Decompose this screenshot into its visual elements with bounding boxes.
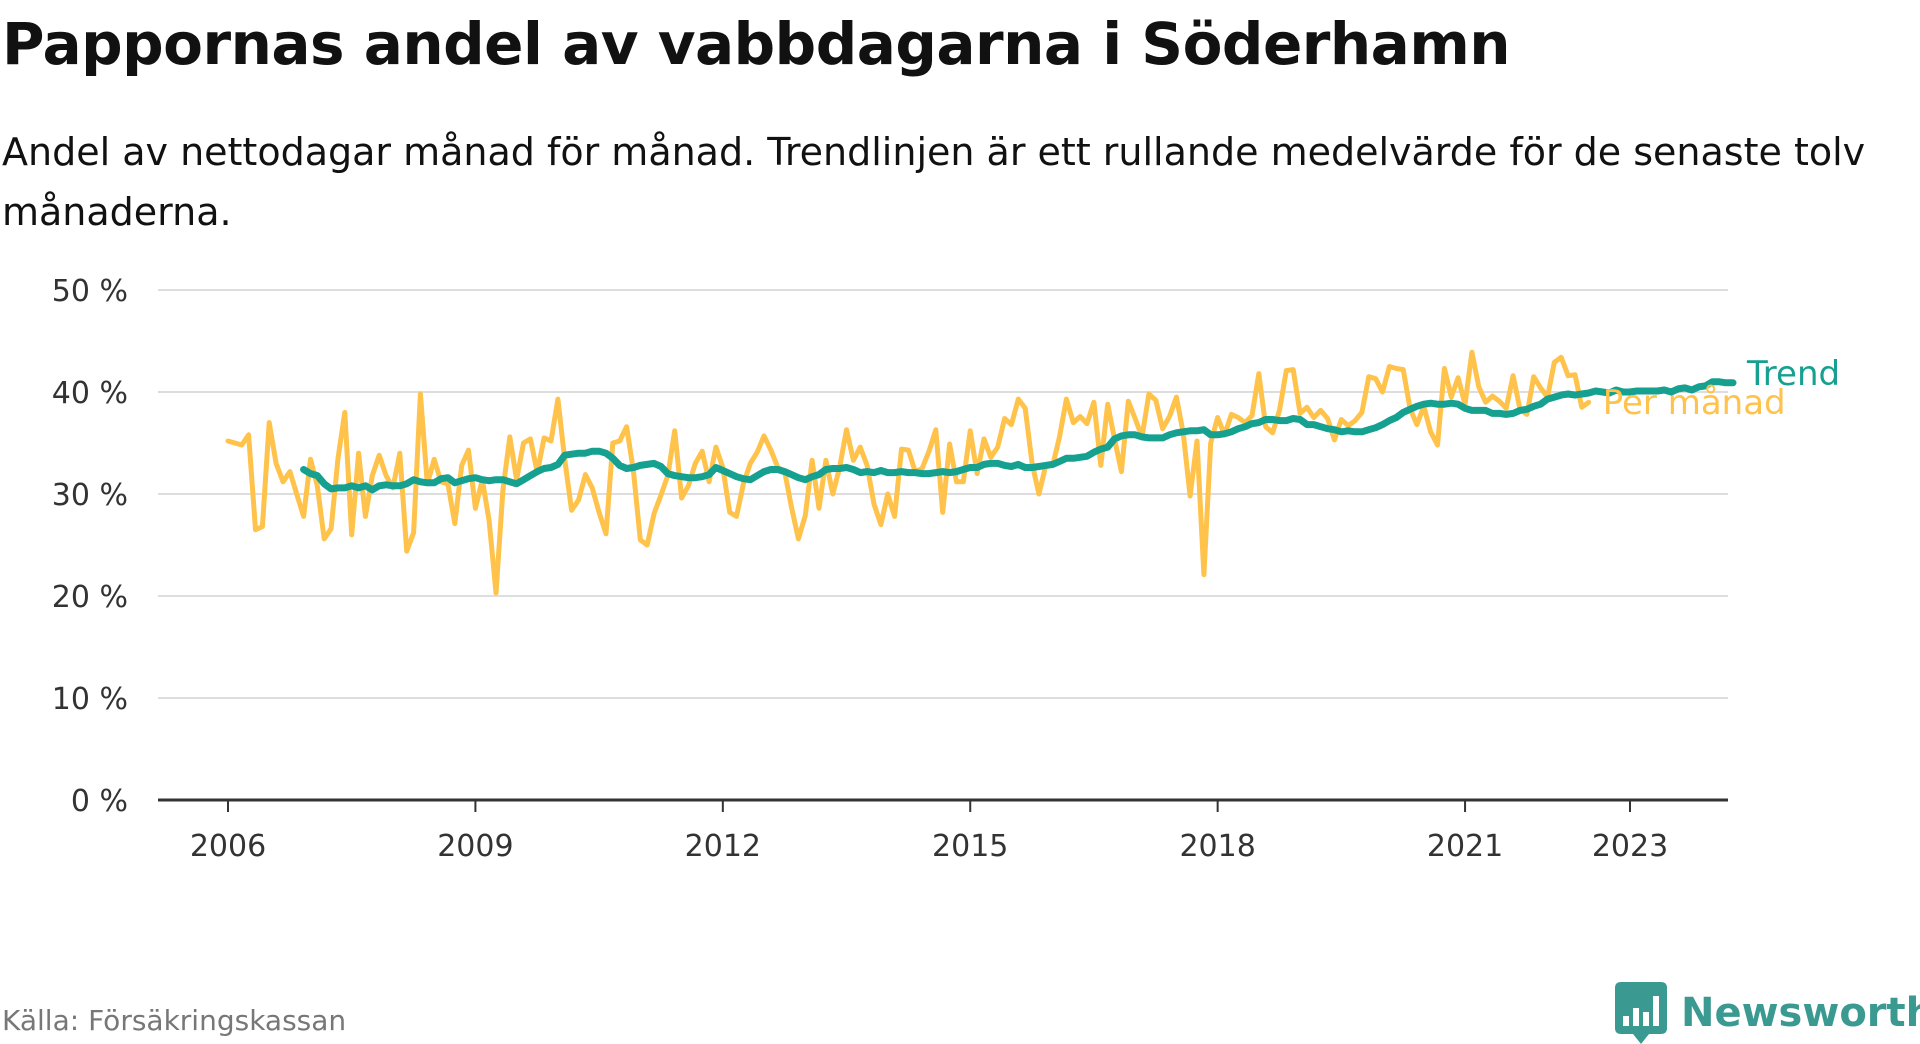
y-tick-label: 0 %: [71, 784, 128, 819]
x-tick-label: 2012: [685, 829, 761, 864]
chart-subtitle: Andel av nettodagar månad för månad. Tre…: [2, 130, 1866, 234]
monthly-series-label: Per månad: [1603, 383, 1786, 423]
chart-title: Pappornas andel av vabbdagarna i Söderha…: [2, 10, 1511, 78]
x-axis-ticks: 2006 2009 2012 2015 2018 2021 2023: [190, 800, 1668, 864]
trend-series-line: [300, 378, 1737, 494]
y-tick-label: 40 %: [52, 376, 128, 411]
x-tick-label: 2009: [437, 829, 513, 864]
y-tick-label: 30 %: [52, 478, 128, 513]
y-tick-label: 20 %: [52, 580, 128, 615]
brand-logo: Newsworthy: [1615, 982, 1920, 1044]
line-chart: 0 % 10 % 20 % 30 % 40 % 50 % 2006 2009 2012 2015…: [52, 274, 1840, 864]
y-tick-label: 10 %: [52, 682, 128, 717]
x-tick-label: 2023: [1592, 829, 1668, 864]
x-tick-label: 2006: [190, 829, 266, 864]
brand-name: Newsworthy: [1681, 990, 1920, 1036]
source-note: Källa: Försäkringskassan: [2, 1004, 347, 1037]
x-tick-label: 2021: [1427, 829, 1503, 864]
monthly-series-line: [225, 349, 1592, 596]
x-tick-label: 2018: [1179, 829, 1255, 864]
y-tick-label: 50 %: [52, 274, 128, 309]
trend-series-label: Trend: [1746, 354, 1840, 394]
newsworthy-logo-icon: [1615, 982, 1667, 1044]
x-tick-label: 2015: [932, 829, 1008, 864]
y-axis-ticks: 0 % 10 % 20 % 30 % 40 % 50 %: [52, 274, 128, 819]
